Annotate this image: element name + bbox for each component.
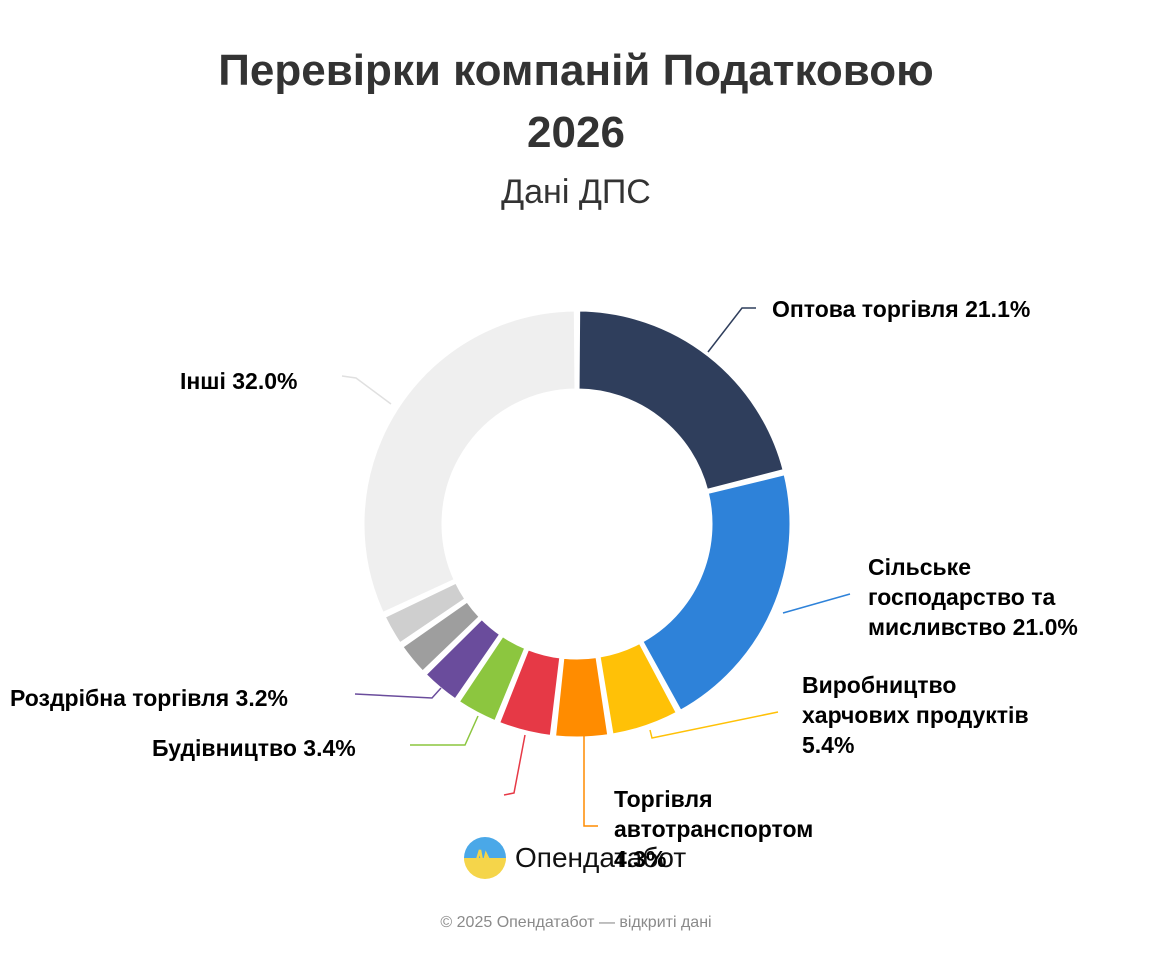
donut-segment [597, 640, 679, 737]
donut-segment [361, 308, 578, 616]
label-agriculture-line1: Сільське [868, 554, 971, 580]
label-construction: Будівництво 3.4% [152, 735, 356, 761]
chart-title-line1: Перевірки компаній Податковою [218, 46, 934, 95]
label-auto-line3: 4.3% [614, 846, 667, 872]
brand-logo-text: Опендатабот [515, 842, 687, 873]
donut-segments [361, 308, 793, 740]
chart-subtitle: Дані ДПС [501, 173, 651, 211]
label-agriculture-line3: мисливство 21.0% [868, 614, 1078, 640]
label-agriculture-line2: господарство та [868, 584, 1056, 610]
donut-segment [497, 647, 563, 738]
donut-segment [640, 472, 793, 713]
chart-title-line2: 2026 [527, 108, 625, 157]
donut-segment [576, 308, 786, 492]
leader-lines [341, 307, 851, 827]
footer-copyright: © 2025 Опендатабот — відкриті дані [440, 914, 712, 931]
donut-segment [553, 655, 611, 740]
donut-segment [400, 599, 482, 674]
label-food-line1: Виробництво [802, 672, 957, 698]
label-other: Інші 32.0% [180, 368, 298, 394]
brand-logo: Опендатабот [463, 836, 686, 880]
label-retail: Роздрібна торгівля 3.2% [10, 685, 288, 711]
donut-segment [456, 633, 528, 724]
label-auto-trade: Торгівля автотранспортом 4.3% [614, 784, 813, 874]
label-auto-line1: Торгівля [614, 786, 713, 812]
label-food-production: Виробництво харчових продуктів 5.4% [802, 670, 1029, 760]
label-auto-line2: автотранспортом [614, 816, 814, 842]
opendatabot-logo-icon [464, 837, 506, 879]
label-agriculture: Сільське господарство та мисливство 21.0… [868, 552, 1078, 642]
donut-segment [423, 616, 503, 702]
donut-segment [382, 580, 468, 646]
label-wholesale: Оптова торгівля 21.1% [772, 296, 1031, 322]
label-food-line2: харчових продуктів [802, 702, 1029, 728]
label-food-line3: 5.4% [802, 732, 855, 758]
